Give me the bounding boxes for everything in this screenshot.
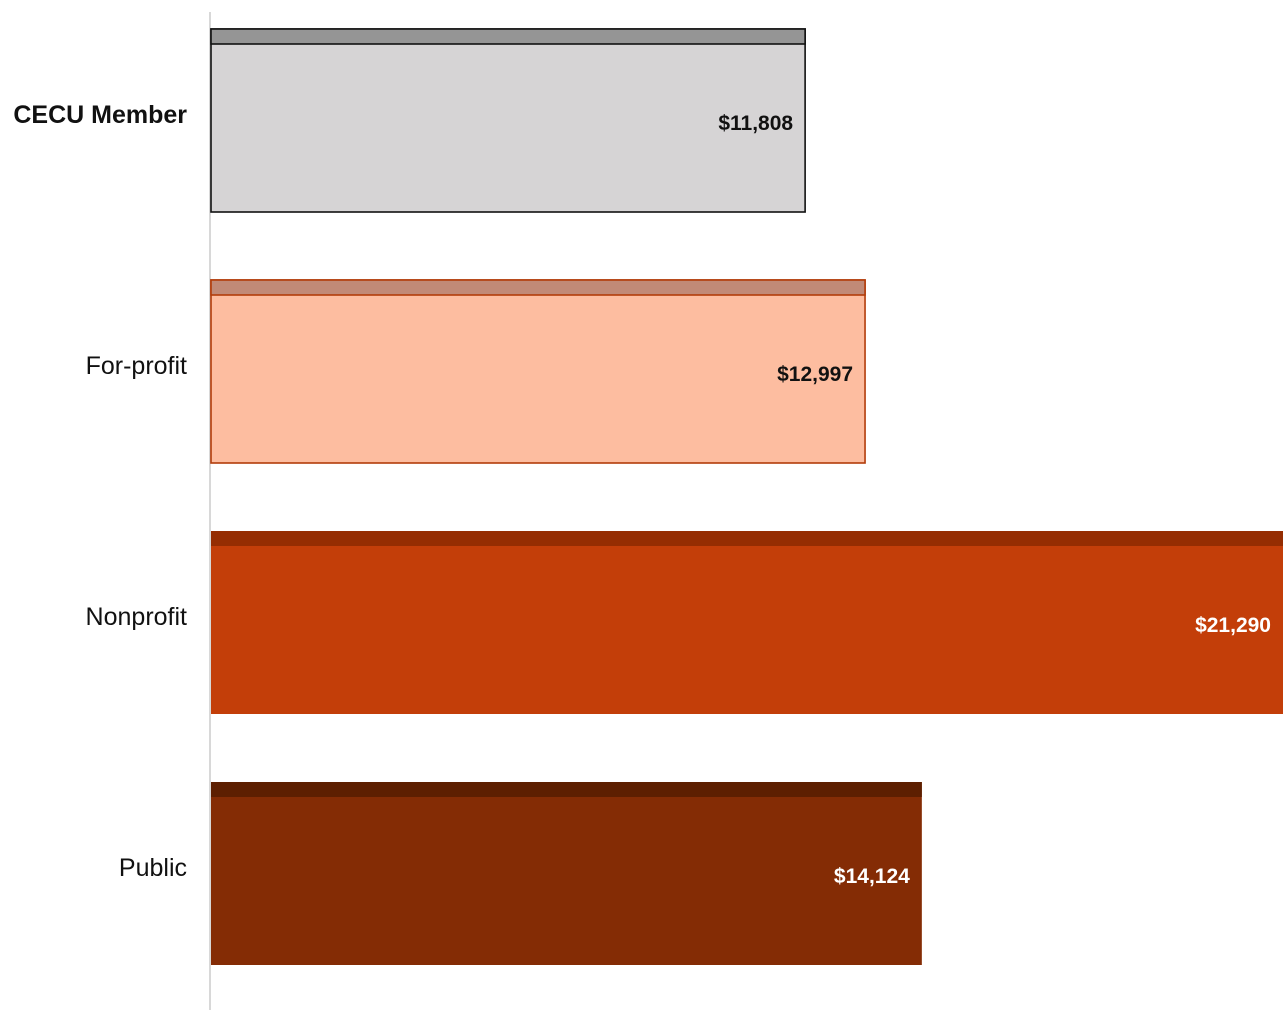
- bar-top-band-nonprofit: [211, 531, 1283, 546]
- bar-nonprofit: [211, 531, 1283, 714]
- bar-top-band-for-profit: [210, 279, 866, 296]
- bar-for-profit: [210, 279, 866, 464]
- bar-public: [211, 782, 922, 965]
- value-labels-group: $11,808 $12,997 $21,290 $14,124: [718, 112, 1271, 888]
- category-labels-group: CECU Member For-profit Nonprofit Public: [13, 101, 187, 882]
- category-label-for-profit: For-profit: [86, 352, 187, 380]
- value-label-cecu-member: $11,808: [718, 112, 793, 135]
- category-label-public: Public: [119, 854, 187, 882]
- category-label-nonprofit: Nonprofit: [86, 603, 187, 631]
- value-label-public: $14,124: [834, 865, 910, 888]
- value-label-nonprofit: $21,290: [1195, 614, 1271, 637]
- value-label-for-profit: $12,997: [777, 363, 853, 386]
- category-label-cecu-member: CECU Member: [13, 101, 187, 129]
- bars-group: [210, 28, 1283, 965]
- bar-top-band-cecu-member: [210, 28, 806, 45]
- bar-top-band-public: [211, 782, 922, 797]
- bar-cecu-member: [210, 28, 806, 213]
